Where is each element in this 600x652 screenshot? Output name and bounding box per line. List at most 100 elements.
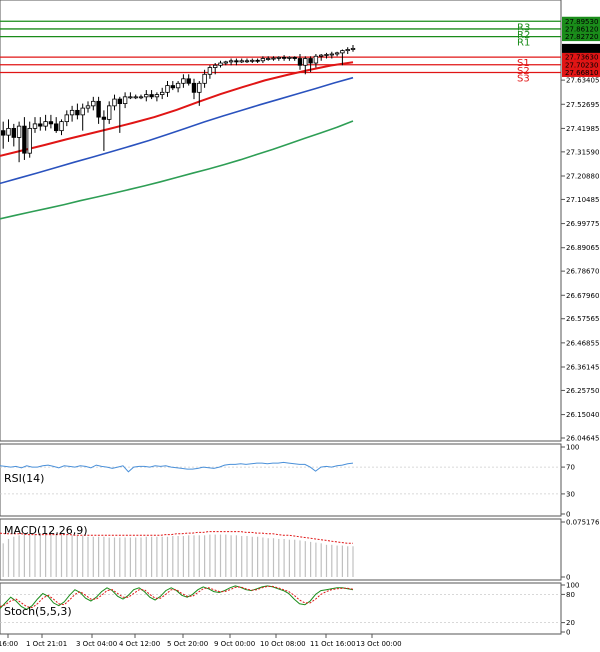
pivot-price-label: 27.89530 bbox=[565, 18, 598, 26]
candle-body bbox=[64, 114, 69, 123]
pivot-price-box bbox=[562, 32, 600, 42]
pivot-name-s2: S2 bbox=[517, 66, 530, 77]
pivot-price-label: 27.70230 bbox=[565, 61, 598, 69]
candle-body bbox=[112, 98, 117, 107]
candle-body bbox=[59, 121, 64, 132]
price-tick-label: 26.78670 bbox=[566, 268, 599, 276]
candle-body bbox=[281, 56, 287, 59]
pivot-price-label: 27.66810 bbox=[565, 69, 598, 77]
pivot-price-box bbox=[562, 52, 600, 62]
candle-body bbox=[144, 94, 149, 98]
price-tick-label: 26.25750 bbox=[566, 387, 599, 395]
stoch-line-1 bbox=[0, 585, 354, 609]
candle-body bbox=[244, 60, 250, 63]
rsi-tick-label: 100 bbox=[566, 444, 579, 452]
candle-body bbox=[80, 107, 85, 116]
candle-body bbox=[239, 60, 244, 63]
candle-body bbox=[75, 109, 80, 116]
candle-body bbox=[250, 59, 255, 62]
macd-plot bbox=[0, 531, 354, 577]
candle-body bbox=[350, 47, 356, 50]
candle-body bbox=[303, 58, 308, 66]
stoch-line-0 bbox=[0, 585, 354, 610]
pivot-name-s1: S1 bbox=[517, 58, 530, 69]
price-panel bbox=[0, 0, 562, 442]
candle-body bbox=[43, 121, 48, 127]
rsi-plot bbox=[0, 461, 561, 495]
candle-body bbox=[6, 127, 11, 136]
current-price-tag: 27.77491 bbox=[562, 43, 600, 53]
price-tick-label: 26.57565 bbox=[566, 315, 599, 323]
candle-body bbox=[154, 94, 160, 98]
time-tick-label: 10 Oct 08:00 bbox=[260, 640, 306, 648]
candle-body bbox=[38, 123, 43, 127]
candle-body bbox=[11, 127, 16, 138]
stoch-tick-label: 20 bbox=[566, 619, 575, 627]
price-tick-label: 27.41985 bbox=[566, 125, 599, 133]
time-tick-label: 9 Oct 00:00 bbox=[214, 640, 255, 648]
candle-body bbox=[292, 56, 297, 59]
rsi-tick-label: 70 bbox=[566, 464, 575, 472]
stoch-tick-label: 0 bbox=[566, 629, 570, 637]
candle-body bbox=[234, 60, 239, 63]
pivot-name-r1: R1 bbox=[517, 38, 530, 49]
candle-body bbox=[334, 52, 340, 55]
stoch-panel bbox=[0, 582, 562, 635]
current-price-label: 27.77491 bbox=[565, 45, 598, 53]
pivot-price-label: 27.73630 bbox=[565, 54, 598, 62]
pivot-price-box bbox=[562, 24, 600, 34]
stoch-tick-label: 100 bbox=[566, 582, 579, 590]
ma-line-2 bbox=[0, 120, 354, 220]
ma-line-0 bbox=[0, 61, 354, 157]
price-tick-label: 27.52695 bbox=[566, 101, 599, 109]
macd-tick-label: 0.075176 bbox=[566, 519, 600, 527]
macd-label: MACD(12,26,9) bbox=[4, 524, 88, 537]
candle-body bbox=[313, 55, 319, 64]
rsi-label: RSI(14) bbox=[4, 472, 44, 485]
time-tick-label: 11 Oct 16:00 bbox=[310, 640, 356, 648]
moving-averages bbox=[0, 61, 354, 220]
candle-body bbox=[340, 50, 345, 54]
candle-body bbox=[48, 121, 54, 125]
rsi-tick-label: 30 bbox=[566, 490, 575, 498]
pivot-price-box bbox=[562, 60, 600, 70]
candle-body bbox=[255, 59, 260, 62]
candle-body bbox=[32, 123, 38, 129]
candle-body bbox=[122, 96, 128, 104]
pivot-price-label: 27.86120 bbox=[565, 25, 598, 33]
candle-body bbox=[297, 58, 303, 66]
candlesticks bbox=[0, 44, 356, 163]
candle-body bbox=[138, 96, 144, 99]
candle-body bbox=[308, 58, 313, 64]
time-tick-label: 5 Oct 20:00 bbox=[167, 640, 208, 648]
stoch-plot bbox=[0, 585, 561, 623]
pivot-price-box bbox=[562, 16, 600, 26]
candle-body bbox=[260, 58, 266, 62]
candle-body bbox=[175, 82, 181, 89]
time-axis: 16:00 1 Oct 21:01 3 Oct 04:00 4 Oct 12:00 5 … bbox=[0, 634, 402, 648]
candle-body bbox=[218, 62, 223, 66]
macd-tick-label: 0 bbox=[566, 574, 570, 582]
candle-body bbox=[318, 54, 324, 57]
rsi-panel bbox=[0, 443, 562, 517]
candle-body bbox=[165, 85, 170, 93]
candle-body bbox=[271, 57, 276, 60]
candle-body bbox=[128, 96, 133, 99]
macd-signal-line bbox=[0, 531, 353, 544]
price-tick-label: 26.89065 bbox=[566, 244, 599, 252]
price-tick-label: 26.99775 bbox=[566, 220, 599, 228]
price-tick-label: 27.20880 bbox=[566, 172, 599, 180]
candle-body bbox=[287, 56, 292, 59]
candle-body bbox=[276, 56, 281, 59]
stoch-tick-label: 80 bbox=[566, 591, 575, 599]
price-tick-label: 26.67960 bbox=[566, 292, 599, 300]
price-tick-label: 26.15040 bbox=[566, 411, 599, 419]
price-tick-label: 26.46855 bbox=[566, 339, 599, 347]
candle-body bbox=[149, 94, 154, 98]
price-axis: 27.63405 27.52695 27.41985 27.31590 27.20880… bbox=[561, 77, 599, 443]
current-price-box bbox=[562, 43, 600, 53]
stoch-label: Stoch(5,5,3) bbox=[4, 605, 72, 618]
time-tick-label: 3 Oct 04:00 bbox=[76, 640, 117, 648]
rsi-tick-label: 0 bbox=[566, 511, 570, 519]
